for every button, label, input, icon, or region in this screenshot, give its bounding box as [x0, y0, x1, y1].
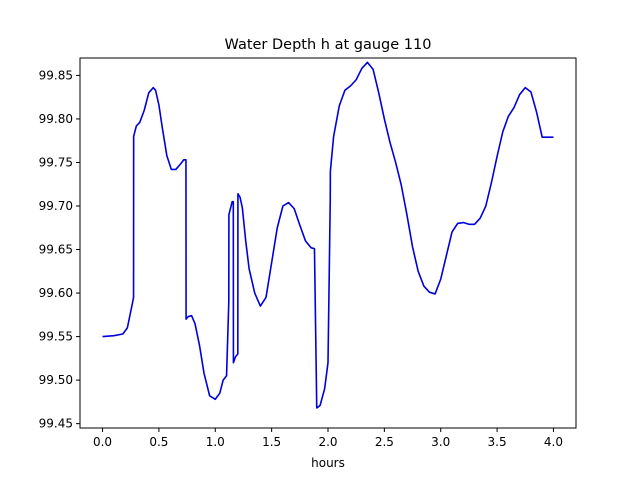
- y-axis: 99.45 99.50 99.55 99.60 99.65 99.70 99.75 99.80…: [39, 68, 80, 431]
- x-axis: 0.0 0.5 1.0 1.5 2.0 2.5 3.0 3.5 4.0: [93, 428, 563, 449]
- y-tick-label: 99.55: [39, 330, 73, 344]
- series-layer: [102, 61, 554, 409]
- series-line-0: [102, 61, 554, 409]
- y-tick-label: 99.45: [39, 417, 73, 431]
- x-tick-label: 2.5: [375, 435, 394, 449]
- y-tick-label: 99.75: [39, 155, 73, 169]
- y-tick-label: 99.85: [39, 68, 73, 82]
- x-tick-label: 1.0: [206, 435, 225, 449]
- y-tick-label: 99.60: [39, 286, 73, 300]
- x-tick-label: 1.5: [262, 435, 281, 449]
- y-tick-label: 99.70: [39, 199, 73, 213]
- x-tick-label: 4.0: [544, 435, 563, 449]
- x-tick-label: 3.0: [431, 435, 450, 449]
- y-tick-label: 99.80: [39, 112, 73, 126]
- x-axis-label: hours: [311, 456, 345, 470]
- x-tick-label: 3.5: [488, 435, 507, 449]
- chart-title: Water Depth h at gauge 110: [225, 37, 432, 53]
- y-tick-label: 99.50: [39, 373, 73, 387]
- y-tick-label: 99.65: [39, 243, 73, 257]
- x-tick-label: 0.0: [93, 435, 112, 449]
- x-tick-label: 2.0: [318, 435, 337, 449]
- x-tick-label: 0.5: [149, 435, 168, 449]
